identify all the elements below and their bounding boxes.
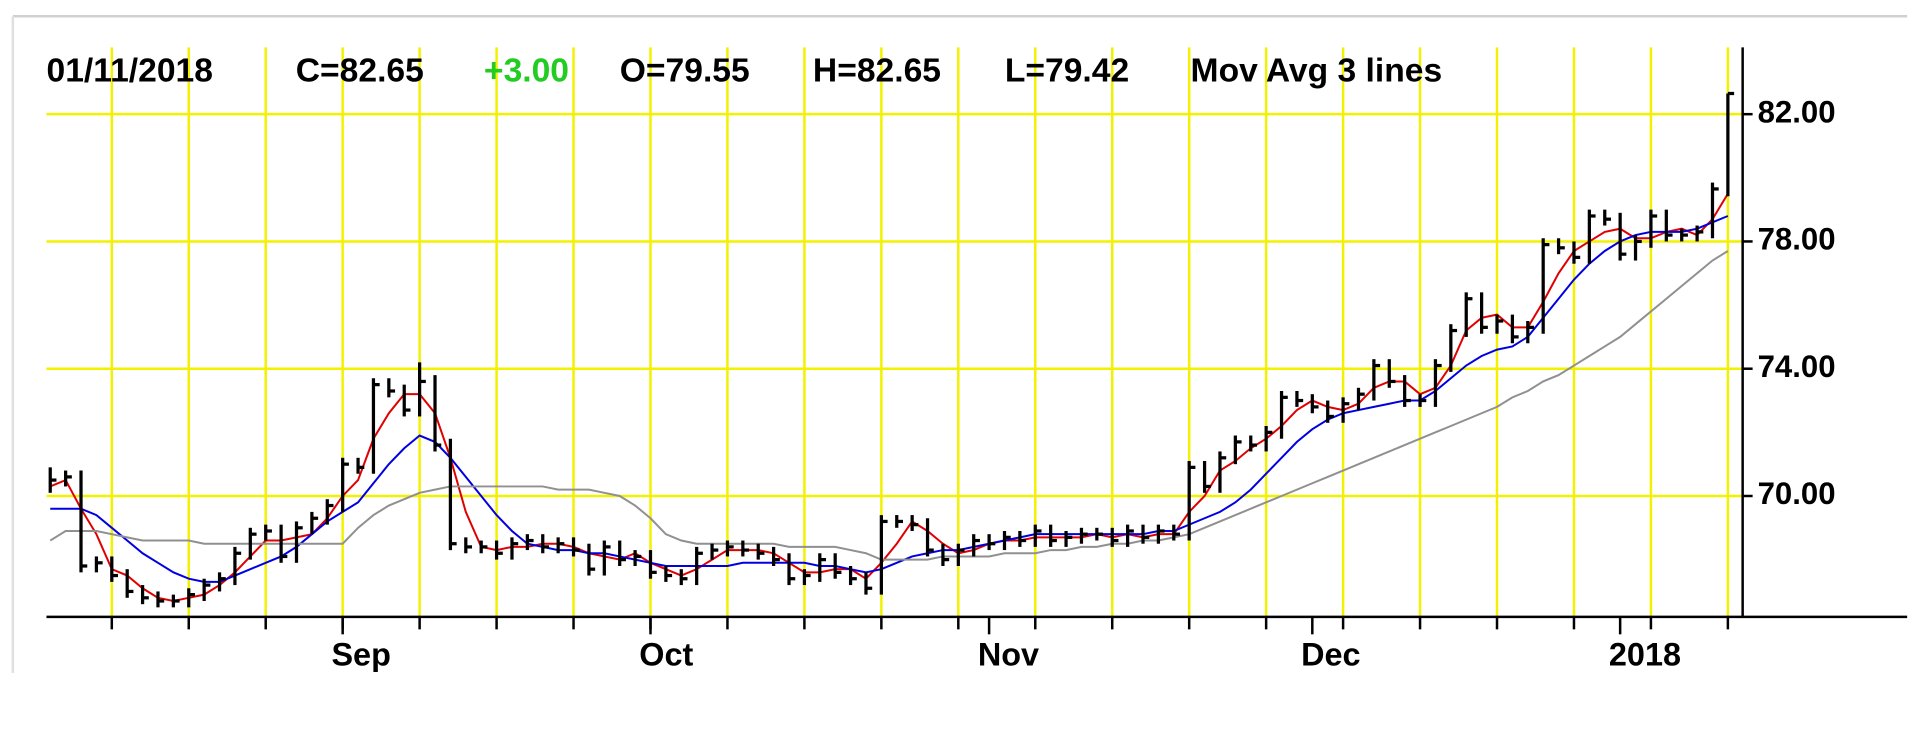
- x-tick-label: Sep: [331, 636, 390, 672]
- header-change: +3.00: [484, 52, 569, 89]
- x-tick-label: Dec: [1301, 636, 1360, 672]
- moving-average-line: [49, 250, 1729, 561]
- y-tick-label: 74.00: [1758, 349, 1836, 384]
- header-high: H=82.65: [813, 52, 941, 89]
- y-tick-label: 82.00: [1758, 94, 1836, 129]
- header-date: 01/11/2018: [46, 52, 212, 89]
- y-tick-label: 70.00: [1758, 476, 1836, 511]
- marks: [48, 91, 1735, 608]
- moving-average-line: [49, 193, 1729, 603]
- x-tick-label: Oct: [639, 636, 693, 672]
- header-low: L=79.42: [1005, 52, 1129, 89]
- moving-average-line: [50, 215, 1729, 583]
- header-close: C=82.65: [296, 52, 424, 89]
- header-open: O=79.55: [620, 52, 750, 89]
- x-tick-label: Nov: [978, 636, 1039, 672]
- header: 01/11/2018 C=82.65 +3.00 O=79.55 H=82.65…: [46, 52, 1442, 89]
- x-tick-label: 2018: [1609, 636, 1681, 672]
- y-tick-label: 78.00: [1758, 222, 1836, 257]
- grid: [46, 47, 1743, 617]
- header-indicator: Mov Avg 3 lines: [1191, 52, 1443, 89]
